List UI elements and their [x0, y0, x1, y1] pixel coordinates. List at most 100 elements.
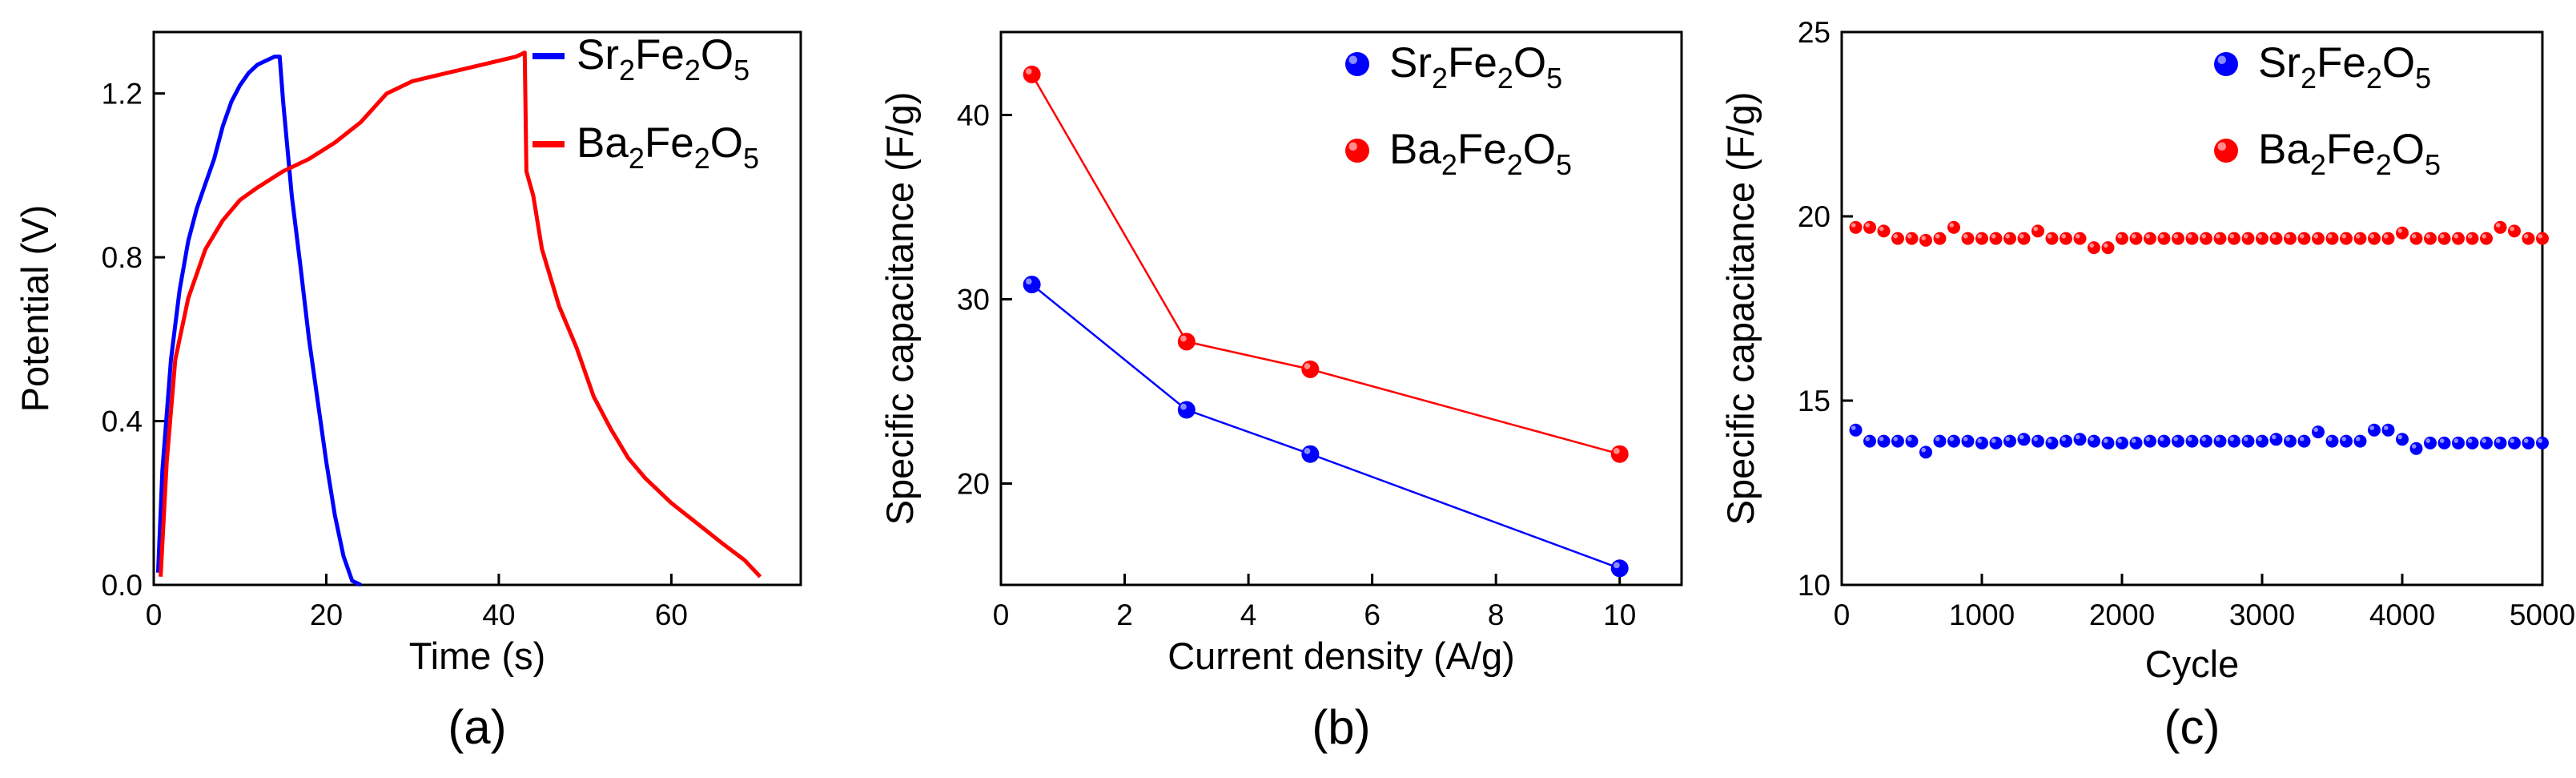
data-point-highlight — [2510, 438, 2514, 443]
data-point — [1610, 559, 1629, 578]
data-point — [2297, 232, 2311, 245]
data-point — [2381, 232, 2395, 245]
data-point-highlight — [2369, 425, 2374, 430]
data-point — [2256, 232, 2269, 245]
data-point-highlight — [2453, 438, 2458, 443]
data-point-highlight — [2215, 234, 2220, 239]
y-tick-label: 10 — [1798, 569, 1831, 602]
data-point-highlight — [2075, 234, 2080, 239]
data-point — [1919, 445, 1932, 459]
data-point-highlight — [2495, 438, 2501, 443]
data-point-highlight — [2523, 234, 2529, 239]
data-point — [2045, 436, 2059, 449]
data-point — [2340, 434, 2353, 448]
data-point-highlight — [2313, 427, 2318, 433]
data-point-highlight — [2538, 438, 2542, 443]
legend-label: Sr2Fe2O5 — [2258, 39, 2431, 95]
legend-label: Sr2Fe2O5 — [1389, 39, 1562, 95]
data-point — [2452, 436, 2465, 449]
data-point-highlight — [1851, 223, 1856, 228]
data-point — [2116, 436, 2128, 449]
formula-subscript: 2 — [2310, 148, 2326, 181]
data-point-highlight — [2187, 437, 2192, 441]
data-point — [2284, 434, 2297, 448]
data-point-highlight — [1879, 226, 1884, 232]
x-tick-label: 4 — [1240, 599, 1257, 631]
data-point-highlight — [2482, 438, 2486, 443]
data-point — [2325, 434, 2339, 448]
data-point-highlight — [2159, 437, 2164, 441]
data-point — [2340, 232, 2353, 245]
data-point-highlight — [1963, 437, 1968, 441]
data-point-highlight — [2257, 437, 2262, 441]
data-point — [2241, 434, 2255, 448]
data-point — [2269, 232, 2283, 245]
y-axis-title: Specific capacitance (F/g) — [878, 92, 921, 526]
legend-entry: Ba2Fe2O5 — [1345, 126, 1572, 181]
data-point — [2073, 232, 2087, 245]
data-point-highlight — [2159, 234, 2164, 239]
legend-entry: Sr2Fe2O5 — [1345, 39, 1562, 95]
data-point — [2437, 232, 2451, 245]
formula-subscript: 5 — [1556, 148, 1572, 181]
data-point — [2200, 232, 2212, 245]
data-point — [2325, 232, 2339, 245]
formula-subscript: 2 — [2301, 62, 2317, 95]
x-tick-label: 4000 — [2369, 599, 2435, 631]
formula-subscript: 2 — [1507, 148, 1523, 181]
data-point-highlight — [1991, 234, 1996, 239]
data-point — [1023, 276, 1041, 294]
data-point-highlight — [2271, 234, 2277, 239]
formula-subscript: 2 — [1497, 62, 1513, 95]
data-point — [2480, 436, 2493, 449]
data-point — [2284, 232, 2297, 245]
data-point — [2185, 434, 2199, 448]
formula-element: O — [710, 119, 743, 167]
data-point-highlight — [1935, 437, 1940, 441]
data-point — [2144, 232, 2156, 245]
data-point — [2465, 436, 2479, 449]
data-point-highlight — [2313, 234, 2318, 239]
data-point-highlight — [1893, 234, 1898, 239]
data-point — [1933, 232, 1947, 245]
legend-marker — [1345, 139, 1369, 163]
panel-a: 0 20 40 60 0.0 0.4 0.8 1.2 Time (s) Potential (V)… — [14, 30, 802, 754]
data-point — [2522, 436, 2535, 449]
data-point-highlight — [2383, 234, 2389, 239]
data-point — [1023, 65, 1041, 83]
data-point-highlight — [1180, 335, 1187, 342]
formula-subscript: 2 — [629, 142, 645, 175]
data-point-highlight — [2229, 437, 2234, 441]
data-point-highlight — [1865, 437, 1870, 441]
data-point — [2465, 232, 2479, 245]
data-point — [2508, 224, 2521, 238]
data-point-highlight — [2341, 234, 2346, 239]
data-point-highlight — [2215, 437, 2220, 441]
data-point — [2088, 241, 2100, 255]
legend-entry: Sr2Fe2O5 — [532, 31, 749, 87]
data-point-highlight — [2355, 234, 2361, 239]
data-point-highlight — [2187, 234, 2192, 239]
data-point — [2424, 436, 2437, 449]
data-point-highlight — [1977, 234, 1982, 239]
y-tick-label: 25 — [1798, 16, 1831, 49]
data-point — [2073, 433, 2087, 446]
data-point-highlight — [2425, 234, 2430, 239]
y-tick-label: 0.0 — [102, 569, 143, 602]
series-line — [1031, 284, 1621, 570]
data-point — [2494, 436, 2507, 449]
data-point — [2424, 232, 2437, 245]
data-point-highlight — [2089, 437, 2094, 441]
x-tick-label: 40 — [482, 599, 515, 631]
data-point — [2101, 436, 2115, 449]
data-point-highlight — [2397, 228, 2402, 233]
y-tick-label: 1.2 — [102, 78, 143, 111]
series-line — [159, 50, 762, 578]
data-point — [2381, 423, 2395, 437]
y-tick-label: 20 — [1798, 200, 1831, 233]
data-point-highlight — [2243, 437, 2248, 441]
x-tick-label: 2000 — [2089, 599, 2155, 631]
data-point — [2144, 434, 2156, 448]
formula-subscript: 2 — [1432, 62, 1448, 95]
data-point — [2031, 224, 2044, 238]
